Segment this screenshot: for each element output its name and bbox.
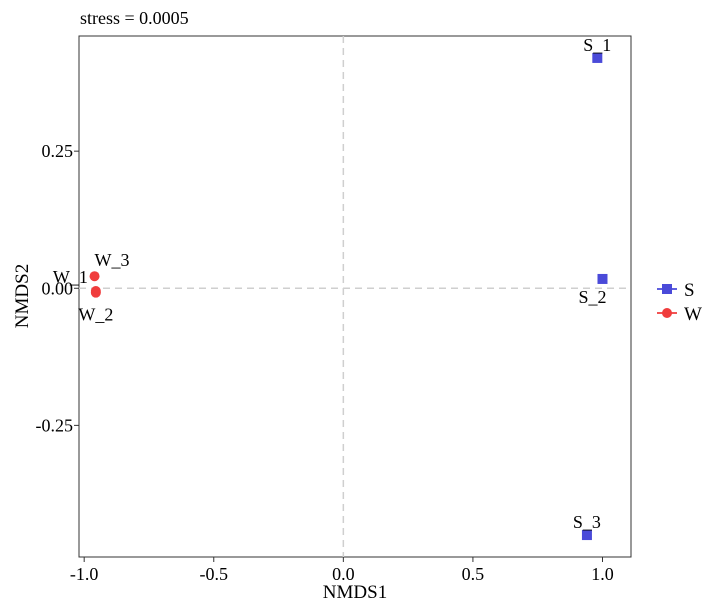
- stress-subtitle: stress = 0.0005: [80, 8, 189, 28]
- point-S_1: [592, 52, 603, 63]
- point-label-W_3: W_3: [95, 250, 130, 270]
- x-axis: -1.0 -0.5 0.0 0.5 1.0: [70, 557, 614, 584]
- legend-label-W: W: [684, 304, 702, 325]
- point-label-W_1: W_1: [53, 267, 88, 287]
- legend-square-S: [662, 284, 672, 294]
- y-axis: 0.25 0.00 -0.25: [36, 141, 79, 435]
- point-label-S_1: S_1: [583, 35, 611, 55]
- x-tick-label: -0.5: [200, 564, 229, 584]
- legend: SW: [657, 280, 702, 325]
- point-label-W_2: W_2: [78, 305, 113, 325]
- legend-circle-W: [662, 308, 672, 318]
- point-W_2: [90, 287, 101, 298]
- y-tick-label: -0.25: [36, 415, 74, 435]
- point-label-S_2: S_2: [578, 287, 606, 307]
- data-points: [89, 52, 608, 541]
- point-label-S_3: S_3: [573, 512, 601, 532]
- point-labels: S_1 S_2 S_3 W_1 W_3 W_2: [53, 35, 611, 532]
- point-S_3: [581, 530, 592, 541]
- point-S_2: [597, 273, 608, 284]
- y-axis-title: NMDS2: [12, 264, 33, 328]
- x-tick-label: 1.0: [591, 564, 614, 584]
- x-tick-label: 0.5: [462, 564, 485, 584]
- point-W_3: [89, 271, 100, 282]
- legend-label-S: S: [684, 280, 695, 301]
- y-tick-label: 0.25: [42, 141, 74, 161]
- plot-panel: [78, 35, 632, 558]
- x-tick-label: -1.0: [70, 564, 99, 584]
- x-axis-title: NMDS1: [323, 582, 387, 603]
- reference-lines: [79, 36, 631, 557]
- y-tick-label: 0.00: [42, 278, 74, 298]
- x-tick-label: 0.0: [332, 564, 355, 584]
